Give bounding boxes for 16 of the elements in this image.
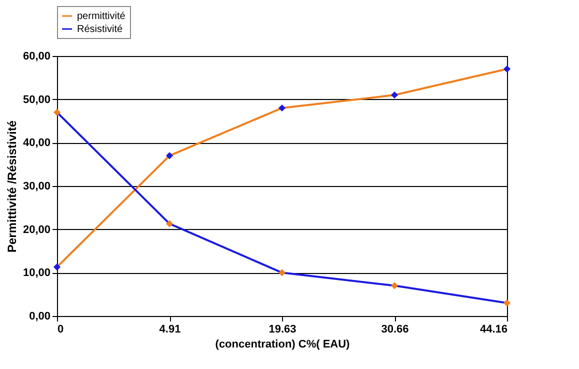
y-axis-title: Permittivité /Résistivité	[4, 120, 19, 253]
x-axis-title: (concentration) C%( EAU)	[215, 338, 350, 350]
y-tick-label: 10,00	[22, 267, 50, 280]
y-tick-label: 30,00	[22, 180, 50, 192]
legend-label: Résistivité	[77, 24, 124, 35]
x-tick-label: 44.16	[480, 324, 508, 336]
x-tick-label: 30.66	[381, 324, 409, 336]
y-tick-label: 0,00	[29, 310, 50, 322]
x-tick-label: 4.91	[159, 324, 181, 336]
legend-label: permittivité	[77, 11, 126, 22]
y-tick-label: 50,00	[22, 94, 50, 106]
y-tick-label: 20,00	[22, 224, 50, 236]
x-tick-label: 0	[58, 324, 64, 336]
y-tick-label: 40,00	[22, 137, 50, 150]
y-tick-label: 60,00	[22, 50, 50, 62]
x-tick-label: 19.63	[268, 324, 296, 336]
